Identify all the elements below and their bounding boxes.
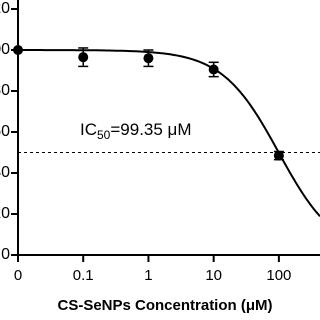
x-tick-label: 0	[14, 267, 22, 284]
x-tick-label: 1	[144, 267, 152, 284]
annotation-subscript: 50	[97, 128, 111, 142]
data-point	[78, 52, 89, 63]
data-point	[273, 150, 284, 161]
annotation: IC50=99.35 μM	[80, 120, 192, 142]
y-tick-label: 120	[0, 0, 10, 17]
x-axis-label: CS-SeNPs Concentration (μM)	[57, 297, 272, 314]
y-tick-label: 80	[0, 82, 10, 99]
x-tick-label: 10	[205, 267, 222, 284]
x-tick-label: 0.1	[73, 267, 94, 284]
y-tick-label: 60	[0, 123, 10, 140]
y-tick-label: 0	[1, 246, 10, 263]
fit-curve	[18, 49, 320, 217]
y-tick-label: 20	[0, 205, 10, 222]
data-point	[13, 45, 23, 55]
x-tick-label: 100	[266, 267, 291, 284]
data-point	[208, 64, 219, 75]
annotation-text: IC	[80, 120, 97, 139]
data-point	[143, 53, 154, 64]
y-tick-label: 100	[0, 41, 10, 58]
y-tick-label: 40	[0, 164, 10, 181]
annotation-text: =99.35 μM	[110, 120, 191, 139]
